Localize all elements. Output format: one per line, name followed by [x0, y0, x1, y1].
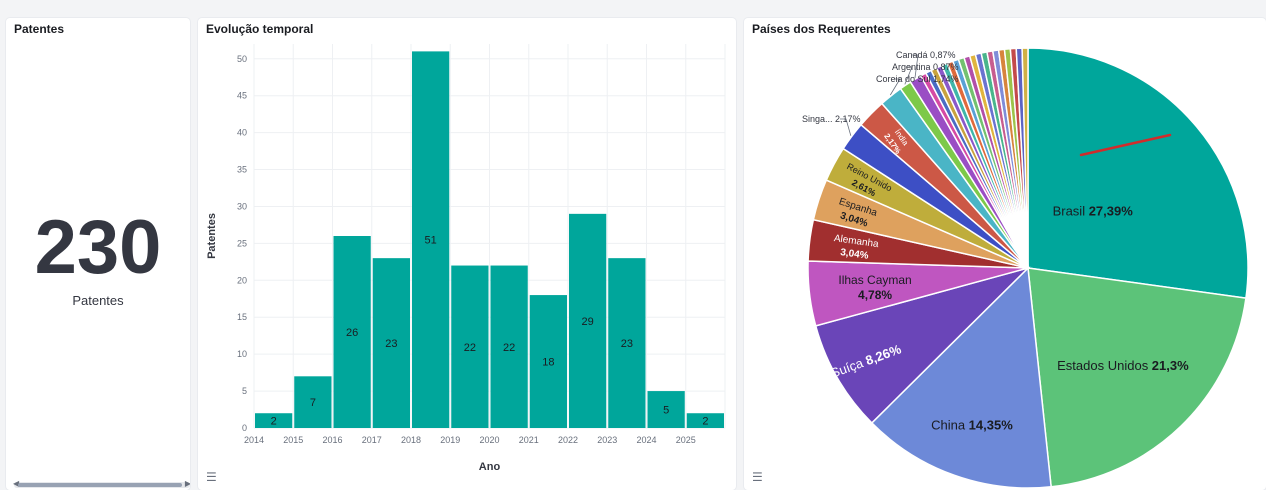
bar-value-label: 29 [582, 316, 594, 328]
x-tick-label: 2018 [401, 435, 421, 445]
y-tick-label: 15 [237, 312, 247, 322]
leader-line [840, 118, 852, 136]
bar-value-label: 26 [346, 327, 358, 339]
pie-outside-label: Canadá 0,87% [896, 50, 956, 79]
bar-value-label: 7 [310, 397, 316, 409]
x-tick-label: 2019 [440, 435, 460, 445]
bar[interactable] [255, 413, 293, 428]
annotation-stroke [1079, 133, 1172, 157]
list-icon[interactable]: ☰ [206, 470, 217, 484]
horizontal-scrollbar[interactable]: ◀ ▶ [13, 479, 190, 488]
metric-panel: Patentes 230 Patentes ◀ ▶ [6, 18, 190, 490]
x-tick-label: 2015 [283, 435, 303, 445]
pie-chart-panel: Países dos Requerentes Brasil 27,39% Esta… [744, 18, 1266, 490]
y-axis-label: Patentes [206, 213, 218, 259]
x-tick-label: 2020 [479, 435, 499, 445]
bar-value-label: 2 [702, 416, 708, 428]
y-tick-label: 10 [237, 349, 247, 359]
x-tick-label: 2025 [676, 435, 696, 445]
y-tick-label: 25 [237, 238, 247, 248]
bar[interactable] [529, 295, 567, 428]
bar[interactable] [490, 265, 528, 428]
leader-line [912, 54, 919, 79]
list-icon[interactable]: ☰ [752, 470, 763, 484]
y-tick-label: 0 [242, 423, 247, 433]
pie-slice-label: Brasil 27,39% [1053, 204, 1134, 219]
x-tick-label: 2016 [322, 435, 342, 445]
x-tick-label: 2024 [636, 435, 656, 445]
bar[interactable] [569, 213, 607, 428]
y-tick-label: 45 [237, 91, 247, 101]
bar[interactable] [372, 258, 410, 428]
x-tick-label: 2014 [244, 435, 264, 445]
y-tick-label: 30 [237, 201, 247, 211]
y-tick-label: 20 [237, 275, 247, 285]
x-tick-label: 2021 [519, 435, 539, 445]
pie-outside-label: Argentina 0,87% [892, 62, 959, 85]
bar[interactable] [451, 265, 489, 428]
pie-slice-label: Estados Unidos 21,3% [1057, 358, 1189, 373]
bar[interactable] [608, 258, 646, 428]
pie-slices [807, 47, 1249, 489]
pie-outside-label: Coreia do Sul 1,74% [876, 74, 959, 96]
pie-chart-title: Países dos Requerentes [752, 22, 891, 36]
y-tick-label: 35 [237, 165, 247, 175]
slice-name: China 14,35% [931, 418, 1013, 433]
pie-slice[interactable] [1027, 47, 1249, 299]
bar[interactable] [412, 51, 450, 429]
bar-value-label: 2 [271, 416, 277, 428]
bar-value-label: 22 [503, 342, 515, 354]
bar-value-label: 18 [542, 357, 554, 369]
leader-line [904, 66, 913, 85]
pie-chart: Brasil 27,39% Estados Unidos 21,3% China 1… [802, 47, 1249, 489]
bar-value-label: 51 [425, 235, 437, 247]
outside-label-text: Singa... 2,17% [802, 114, 861, 124]
x-tick-label: 2023 [597, 435, 617, 445]
outside-label-text: Canadá 0,87% [896, 50, 956, 60]
x-tick-label: 2017 [362, 435, 382, 445]
slice-name: Brasil 27,39% [1053, 204, 1134, 219]
x-tick-label: 2022 [558, 435, 578, 445]
x-axis-label: Ano [479, 461, 501, 473]
outside-label-text: Coreia do Sul 1,74% [876, 74, 959, 84]
slice-percent: 3,04% [840, 247, 870, 262]
pie-slice[interactable] [814, 266, 1031, 424]
metric-panel-title: Patentes [14, 22, 65, 36]
y-tick-label: 50 [237, 54, 247, 64]
grid [253, 44, 726, 429]
pie-slice-label: China 14,35% [931, 418, 1013, 433]
bar-value-label: 22 [464, 342, 476, 354]
bar[interactable] [686, 413, 724, 428]
bar-value-label: 23 [621, 338, 633, 350]
bar[interactable] [294, 376, 332, 428]
bar-chart-title: Evolução temporal [206, 22, 314, 36]
leader-line [889, 78, 901, 96]
scroll-right-icon[interactable]: ▶ [184, 479, 190, 488]
pie-slice[interactable] [870, 266, 1052, 489]
bar-value-label: 5 [663, 405, 669, 417]
bar-chart-panel: Evolução temporal 0 5 10 15 20 25 30 35 40 45 50 2 7… [198, 18, 736, 490]
pie-slice[interactable] [1027, 267, 1247, 488]
metric-label: Patentes [72, 293, 124, 308]
bar-value-label: 23 [385, 338, 397, 350]
bar[interactable] [333, 236, 371, 428]
scrollbar-thumb[interactable] [18, 483, 182, 487]
y-tick-label: 40 [237, 128, 247, 138]
slice-percent: 4,78% [858, 288, 892, 302]
outside-label-text: Argentina 0,87% [892, 62, 959, 72]
slice-name: Estados Unidos 21,3% [1057, 358, 1189, 373]
scroll-left-icon[interactable]: ◀ [13, 479, 20, 488]
y-tick-label: 5 [242, 386, 247, 396]
pie-slice[interactable] [1021, 47, 1029, 269]
pie-outside-label: Singa... 2,17% [802, 114, 861, 136]
bar[interactable] [647, 391, 685, 428]
metric-value: 230 [34, 205, 162, 290]
slice-name: Ilhas Cayman [838, 273, 911, 287]
